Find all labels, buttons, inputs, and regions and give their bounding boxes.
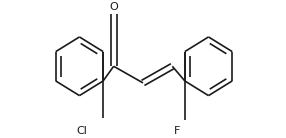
- Text: Cl: Cl: [76, 126, 87, 136]
- Text: F: F: [174, 126, 180, 136]
- Text: O: O: [109, 2, 118, 13]
